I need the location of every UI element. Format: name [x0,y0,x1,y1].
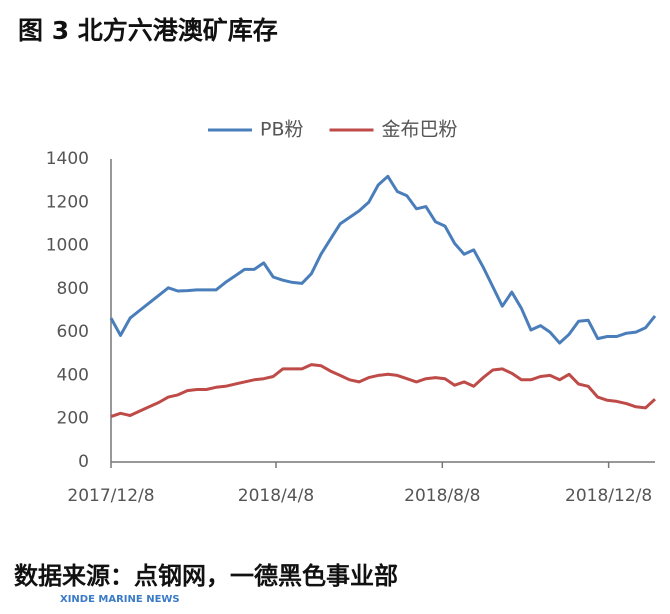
y-tick-label: 200 [57,409,89,429]
watermark: XINDE MARINE NEWS [60,594,180,605]
legend-label: PB粉 [260,119,304,141]
x-tick-label: 2018/4/8 [238,486,314,506]
y-tick-label: 800 [57,279,89,299]
y-tick-label: 400 [57,365,89,385]
y-tick-label: 600 [57,322,89,342]
y-tick-label: 1400 [46,149,89,169]
chart-title: 图 3 北方六港澳矿库存 [18,16,278,45]
y-tick-label: 1200 [46,192,89,212]
line-series [109,174,657,345]
x-tick-label: 2018/8/8 [404,486,480,506]
line-series [110,363,657,419]
y-tick-label: 0 [78,452,89,472]
legend-label: 金布巴粉 [382,119,458,141]
x-tick-label: 2017/12/8 [67,486,154,506]
y-tick-label: 1000 [46,236,89,256]
x-tick-label: 2018/12/8 [565,486,652,506]
source-note: 数据来源：点钢网，一德黑色事业部 [14,562,398,590]
